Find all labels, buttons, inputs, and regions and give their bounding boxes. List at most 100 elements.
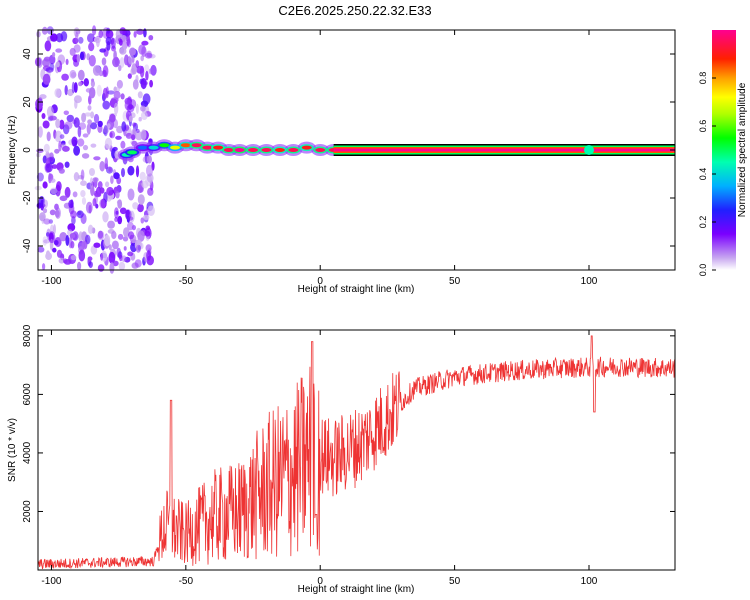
noise-blob	[144, 64, 150, 72]
noise-blob	[73, 145, 80, 156]
noise-blob	[42, 73, 51, 85]
noise-blob	[104, 157, 109, 169]
noise-blob	[111, 230, 117, 240]
noise-blob	[42, 208, 48, 214]
noise-blob	[43, 199, 48, 209]
noise-blob	[39, 94, 47, 100]
noise-blob	[149, 79, 154, 88]
noise-blob	[125, 132, 133, 139]
noise-blob	[121, 167, 125, 178]
noise-blob	[48, 115, 57, 121]
noise-blob	[42, 120, 50, 129]
noise-blob	[92, 198, 97, 207]
noise-blob	[113, 172, 120, 180]
snr-series-line	[37, 335, 676, 570]
noise-blob	[137, 230, 145, 242]
snr-y-label: SNR (10 * v/v)	[7, 418, 18, 482]
noise-blob	[82, 133, 89, 138]
noise-blob	[102, 211, 109, 223]
noise-blob	[141, 40, 149, 46]
noise-blob	[102, 65, 109, 78]
noise-blob	[143, 214, 150, 221]
signal-blob	[261, 148, 272, 152]
noise-blob	[87, 105, 92, 111]
noise-blob	[138, 116, 142, 122]
noise-blob	[118, 261, 126, 271]
noise-blob	[140, 105, 146, 112]
noise-blob	[48, 231, 56, 244]
noise-blob	[87, 256, 93, 262]
noise-blob	[76, 54, 81, 63]
x-tick-label: -50	[179, 276, 194, 287]
noise-blob	[77, 138, 85, 147]
x-tick-label: 100	[581, 576, 598, 587]
noise-blob	[114, 207, 119, 219]
noise-blob	[109, 262, 115, 274]
noise-blob	[120, 93, 125, 100]
noise-blob	[126, 221, 134, 231]
noise-blob	[42, 263, 46, 271]
y-tick-label: 2000	[22, 500, 33, 523]
noise-blob	[73, 117, 80, 128]
noise-blob	[63, 259, 72, 265]
noise-blob	[146, 164, 153, 177]
signal-blob	[274, 148, 285, 152]
noise-blob	[80, 180, 87, 186]
noise-blob	[140, 217, 145, 224]
noise-blob	[54, 203, 59, 211]
noise-blob	[58, 168, 65, 174]
noise-blob	[58, 140, 62, 152]
noise-blob	[135, 60, 140, 69]
noise-blob	[141, 46, 147, 57]
y-tick-label: 6000	[22, 383, 33, 406]
noise-blob	[99, 198, 106, 209]
noise-blob	[79, 51, 85, 61]
noise-blob	[140, 78, 147, 90]
snr-x-label: Height of straight line (km)	[298, 584, 415, 595]
noise-blob	[64, 161, 70, 168]
noise-blob	[55, 118, 61, 129]
noise-blob	[123, 246, 127, 251]
noise-blob	[55, 48, 63, 53]
noise-blob	[59, 134, 65, 140]
noise-blob	[126, 104, 135, 113]
noise-blob	[68, 236, 73, 249]
noise-blob	[54, 130, 62, 142]
noise-blob	[46, 131, 51, 142]
noise-blob	[36, 148, 44, 154]
noise-blob	[64, 186, 71, 198]
noise-blob	[135, 165, 140, 178]
noise-blob	[101, 57, 107, 66]
spectrogram-x-axis: -100 -50 0 50 100	[41, 30, 598, 287]
y-tick-label: -40	[22, 238, 33, 253]
noise-blob	[120, 35, 127, 43]
noise-blob	[89, 87, 96, 99]
colorbar: 0.0 0.2 0.4 0.6 0.8 Normalized spectral ampl…	[698, 30, 748, 276]
signal-blob	[191, 143, 202, 148]
noise-blob	[52, 52, 56, 58]
noise-blob	[78, 36, 84, 44]
snr-x-axis: -100 -50 0 50 100	[41, 330, 598, 587]
noise-blob	[124, 54, 129, 66]
noise-blob	[119, 57, 125, 68]
y-tick-label: 0	[22, 147, 33, 153]
noise-blob	[41, 113, 46, 119]
noise-blob	[63, 110, 69, 116]
noise-blob	[145, 244, 152, 252]
x-tick-label: -100	[41, 276, 61, 287]
noise-blob	[77, 126, 82, 138]
noise-blob	[105, 36, 112, 46]
noise-blob	[137, 194, 145, 205]
noise-blob	[104, 234, 111, 247]
noise-blob	[127, 251, 134, 257]
signal-blob	[213, 145, 224, 150]
noise-blob	[117, 215, 123, 225]
noise-blob	[84, 112, 92, 117]
noise-blob	[74, 99, 78, 109]
noise-blob	[133, 31, 137, 38]
noise-blob	[106, 27, 111, 34]
signal-bump	[583, 145, 594, 155]
noise-blob	[88, 261, 93, 268]
noise-blob	[90, 143, 97, 148]
